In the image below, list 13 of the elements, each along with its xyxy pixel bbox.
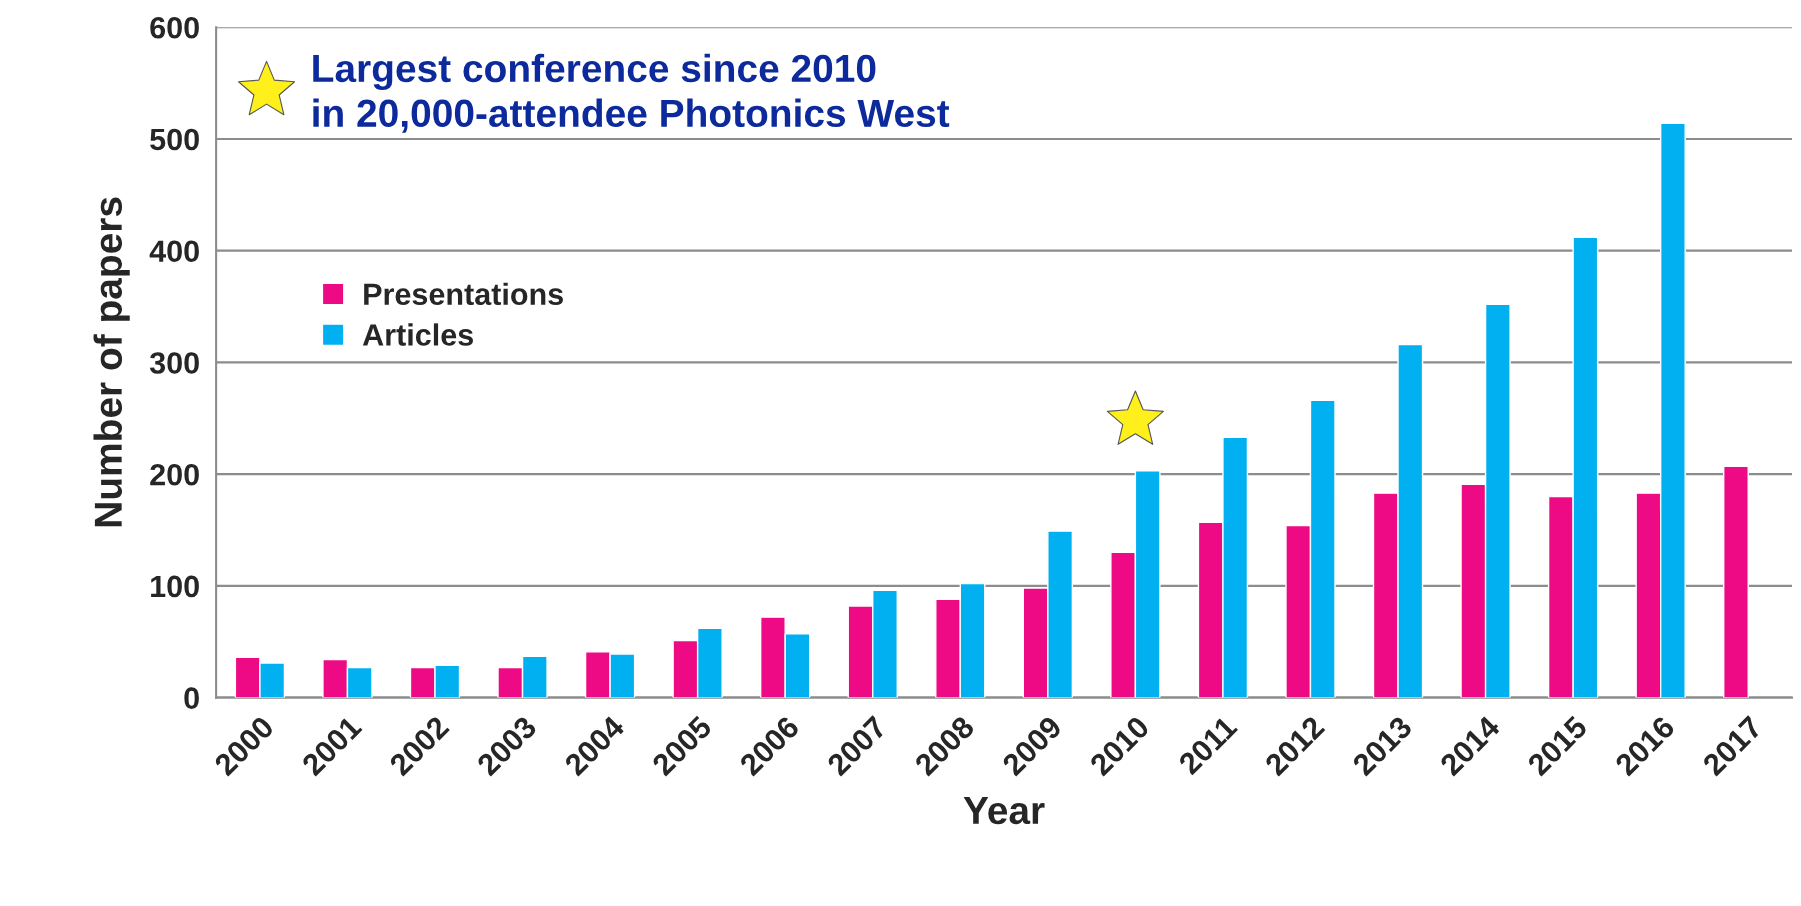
y-tick-label: 100	[151, 575, 199, 598]
y-tick-label: 200	[150, 463, 199, 486]
y-axis-title: Number of papers	[93, 197, 130, 527]
legend-label: Articles	[362, 323, 473, 346]
y-tick-label: 0	[184, 687, 199, 709]
y-tick-label: 400	[149, 240, 199, 263]
y-tick-label: 300	[149, 352, 199, 374]
x-axis-title: Year	[963, 797, 1045, 825]
bar	[1723, 465, 1749, 698]
y-tick-label: 600	[150, 16, 199, 39]
y-tick-label: 500	[150, 128, 199, 151]
legend-label: Presentations	[364, 282, 563, 306]
annotation: Largest conference since 2010 in 20,000-attendee Photonics West	[313, 53, 950, 133]
